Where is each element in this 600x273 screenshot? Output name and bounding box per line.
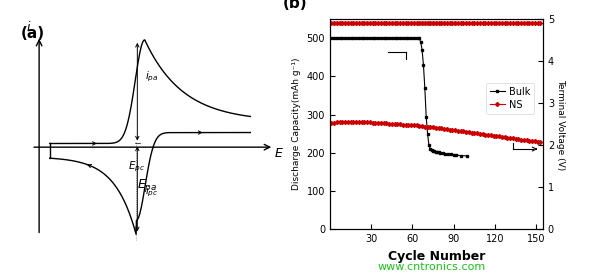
- Bulk: [421, 86, 428, 90]
- Line: Bulk: Bulk: [330, 37, 469, 157]
- Text: www.cntronics.com: www.cntronics.com: [378, 262, 486, 272]
- Bulk: [464, 154, 471, 158]
- Bulk: [383, 37, 390, 40]
- NS: [339, 120, 346, 124]
- Text: $E_{pc}$: $E_{pc}$: [128, 159, 145, 174]
- Text: $i_{pc}$: $i_{pc}$: [145, 184, 158, 198]
- Bulk: [418, 48, 425, 51]
- Text: $i_{pa}$: $i_{pa}$: [145, 70, 159, 84]
- X-axis label: Cycle Number: Cycle Number: [388, 250, 485, 263]
- Y-axis label: Discharge Capacity(mAh g⁻¹): Discharge Capacity(mAh g⁻¹): [292, 58, 301, 191]
- Y-axis label: Terminal Voltage (V): Terminal Voltage (V): [556, 79, 565, 170]
- NS: [372, 121, 379, 124]
- NS: [402, 123, 409, 126]
- NS: [416, 124, 423, 127]
- NS: [399, 123, 406, 126]
- Bulk: [331, 37, 338, 40]
- NS: [536, 141, 544, 144]
- Text: (b): (b): [283, 0, 308, 11]
- NS: [446, 128, 453, 131]
- Text: $i$: $i$: [26, 20, 31, 34]
- Text: $E_{pa}$: $E_{pa}$: [137, 177, 157, 194]
- Text: (a): (a): [20, 26, 45, 41]
- Text: $E$: $E$: [274, 147, 284, 160]
- NS: [328, 121, 335, 125]
- Bulk: [413, 37, 420, 40]
- Bulk: [328, 37, 335, 40]
- Bulk: [430, 149, 437, 153]
- NS: [421, 125, 428, 128]
- Legend: Bulk, NS: Bulk, NS: [486, 83, 534, 114]
- Line: NS: NS: [330, 121, 542, 144]
